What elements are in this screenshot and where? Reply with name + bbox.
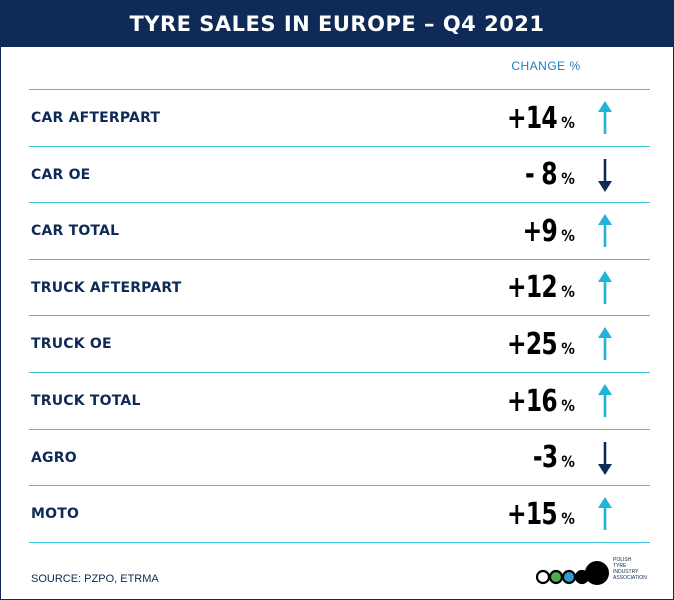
table-row: AGRO -3% — [1, 430, 673, 486]
arrow-up-icon — [598, 497, 612, 531]
row-label: TRUCK OE — [31, 336, 112, 353]
source-note: SOURCE: PZPO, ETRMA — [31, 573, 159, 585]
percent-unit: % — [561, 112, 575, 132]
percent-unit: % — [561, 452, 575, 472]
association-logo — [535, 561, 609, 585]
table-row: CAR OE - 8% — [1, 147, 673, 203]
table-row: TRUCK AFTERPART +12% — [1, 260, 673, 316]
change-number: - 8 — [525, 157, 558, 193]
arrow-up-icon — [598, 214, 612, 248]
arrow-up-icon — [598, 101, 612, 134]
arrow-up-icon — [598, 270, 612, 304]
table-row: TRUCK TOTAL +16% — [1, 373, 673, 429]
row-divider — [29, 145, 650, 147]
percent-unit: % — [561, 338, 575, 358]
percent-unit: % — [561, 225, 575, 245]
table-row: CAR AFTERPART +14% — [1, 90, 673, 146]
row-label: CAR OE — [31, 166, 91, 183]
percent-unit: % — [561, 508, 575, 528]
table-row: MOTO +15% — [1, 486, 673, 542]
change-number: +12 — [507, 270, 558, 306]
row-divider — [29, 541, 650, 543]
row-change-value: - 8% — [516, 147, 576, 203]
arrow-down-icon — [598, 441, 612, 475]
change-number: +9 — [522, 213, 558, 249]
table-row: TRUCK OE +25% — [1, 316, 673, 372]
change-number: -3 — [532, 440, 558, 476]
row-divider — [29, 485, 650, 487]
row-label: TRUCK AFTERPART — [31, 279, 182, 296]
row-change-value: +16% — [493, 373, 576, 429]
row-label: TRUCK TOTAL — [31, 393, 141, 409]
change-number: +16 — [507, 383, 558, 419]
change-number: +15 — [507, 496, 558, 532]
logo-ring-blue — [561, 569, 577, 585]
row-change-value: -3% — [526, 430, 576, 486]
row-label: CAR TOTAL — [31, 223, 120, 240]
column-header-change: CHANGE % — [511, 59, 581, 73]
row-divider — [29, 428, 650, 430]
percent-unit: % — [561, 282, 575, 302]
logo-text: Polish Tyre Industry Association — [613, 557, 647, 581]
row-divider — [29, 372, 650, 373]
page-title: TYRE SALES IN EUROPE – Q4 2021 — [1, 1, 673, 47]
row-label: AGRO — [31, 449, 77, 466]
row-change-value: +25% — [493, 316, 576, 372]
row-change-value: +14% — [493, 90, 576, 146]
row-divider — [29, 315, 650, 317]
logo-ring-large — [585, 561, 609, 585]
row-label: CAR AFTERPART — [31, 110, 161, 126]
logo-ring-white — [535, 569, 551, 585]
arrow-up-icon — [598, 327, 612, 361]
arrow-up-icon — [598, 384, 612, 417]
row-label: MOTO — [31, 506, 80, 523]
logo-ring-green — [548, 569, 564, 585]
row-divider — [29, 202, 650, 204]
row-change-value: +12% — [493, 260, 576, 316]
change-number: +25 — [507, 326, 558, 362]
arrow-down-icon — [598, 158, 612, 192]
row-change-value: +15% — [493, 486, 576, 542]
row-change-value: +9% — [513, 203, 576, 259]
table-row: CAR TOTAL +9% — [1, 203, 673, 259]
change-number: +14 — [507, 100, 558, 136]
row-divider — [29, 258, 650, 260]
percent-unit: % — [561, 169, 575, 189]
percent-unit: % — [561, 395, 575, 415]
row-divider — [29, 89, 650, 90]
